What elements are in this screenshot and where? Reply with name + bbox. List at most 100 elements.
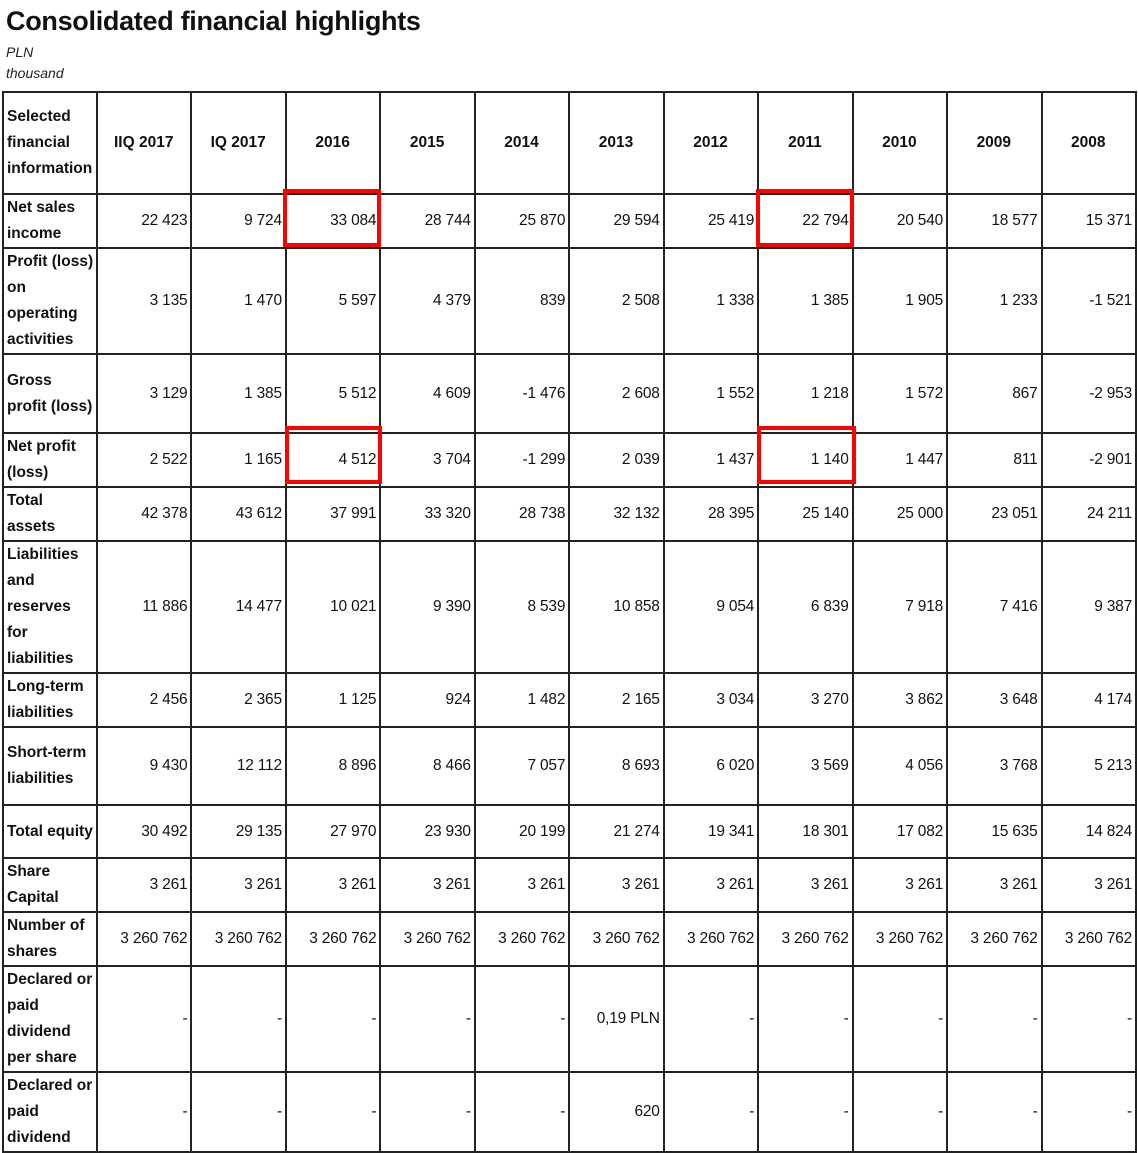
- table-cell: 811: [946, 432, 1043, 488]
- table-cell: -: [190, 1071, 287, 1153]
- table-cell: 3 261: [1040, 857, 1138, 913]
- table-cell: -: [1040, 965, 1138, 1073]
- table-cell: -2 901: [1040, 432, 1138, 488]
- table-cell: 19 341: [662, 804, 760, 859]
- table-header-row: Selected financial information IIQ 2017 I…: [2, 91, 1138, 195]
- table-cell: 0,19 PLN: [568, 965, 665, 1073]
- column-header: 2009: [946, 91, 1043, 195]
- table-cell: 30 492: [95, 804, 193, 859]
- table-cell: 2 365: [190, 672, 287, 728]
- table-cell: 3 569: [757, 726, 854, 806]
- table-row: Short-term liabilities 9 430 12 112 8 896 8 …: [2, 726, 1138, 806]
- table-cell: 4 512: [284, 432, 382, 488]
- table-cell: 12 112: [190, 726, 287, 806]
- table-cell: -: [284, 965, 382, 1073]
- table-cell: 3 260 762: [946, 911, 1043, 967]
- table-cell: 3 261: [190, 857, 287, 913]
- table-cell: 9 390: [379, 540, 476, 674]
- table-cell: 8 466: [379, 726, 476, 806]
- table-cell: 3 260 762: [95, 911, 193, 967]
- table-cell: -1 476: [473, 353, 571, 434]
- table-row: Net sales income 22 423 9 724 33 084 28 744 2…: [2, 193, 1138, 249]
- table-row: Total assets 42 378 43 612 37 991 33 320 28 7…: [2, 486, 1138, 542]
- row-label: Share Capital: [2, 857, 98, 913]
- row-label: Declared or paid dividend per share: [2, 965, 98, 1073]
- table-cell: 22 794: [757, 193, 854, 249]
- table-cell: 3 260 762: [473, 911, 571, 967]
- table-cell: 3 260 762: [568, 911, 665, 967]
- table-cell: 33 320: [379, 486, 476, 542]
- table-cell: -: [851, 965, 949, 1073]
- table-cell: -: [95, 1071, 193, 1153]
- table-cell: -: [379, 965, 476, 1073]
- table-cell: 7 918: [851, 540, 949, 674]
- row-label: Long-term liabilities: [2, 672, 98, 728]
- table-cell: 3 260 762: [190, 911, 287, 967]
- financial-highlights-table: Selected financial information IIQ 2017 I…: [2, 91, 1138, 1153]
- table-cell: 9 430: [95, 726, 193, 806]
- table-cell: 3 261: [473, 857, 571, 913]
- table-cell: -: [851, 1071, 949, 1153]
- table-cell: -: [757, 1071, 854, 1153]
- table-cell: 7 416: [946, 540, 1043, 674]
- table-cell: -: [190, 965, 287, 1073]
- row-label: Total equity: [2, 804, 98, 859]
- table-cell: -2 953: [1040, 353, 1138, 434]
- table-cell: 10 858: [568, 540, 665, 674]
- table-cell: 43 612: [190, 486, 287, 542]
- table-cell: 3 261: [568, 857, 665, 913]
- table-row: Gross profit (loss) 3 129 1 385 5 512 4 609-…: [2, 353, 1138, 434]
- table-cell: -: [662, 1071, 760, 1153]
- table-cell: 21 274: [568, 804, 665, 859]
- table-cell: 6 839: [757, 540, 854, 674]
- table-cell: -: [1040, 1071, 1138, 1153]
- table-cell: 1 218: [757, 353, 854, 434]
- column-header: 2010: [851, 91, 949, 195]
- table-cell: 25 140: [757, 486, 854, 542]
- table-cell: 7 057: [473, 726, 571, 806]
- table-row: Number of shares 3 260 762 3 260 762 3 260 …: [2, 911, 1138, 967]
- table-cell: -: [662, 965, 760, 1073]
- table-cell: 6 020: [662, 726, 760, 806]
- table-cell: 3 768: [946, 726, 1043, 806]
- table-cell: 620: [568, 1071, 665, 1153]
- table-cell: 3 648: [946, 672, 1043, 728]
- column-header: IQ 2017: [190, 91, 287, 195]
- unit-label-thousand: thousand: [6, 65, 64, 81]
- column-header: 2016: [284, 91, 382, 195]
- table-cell: 2 039: [568, 432, 665, 488]
- table-cell: 839: [473, 247, 571, 355]
- table-cell: 29 135: [190, 804, 287, 859]
- row-label: Gross profit (loss): [2, 353, 98, 434]
- column-header: 2013: [568, 91, 665, 195]
- table-cell: 23 930: [379, 804, 476, 859]
- table-cell: 28 395: [662, 486, 760, 542]
- column-header: IIQ 2017: [95, 91, 193, 195]
- row-label: Net profit (loss): [2, 432, 98, 488]
- table-cell: 1 125: [284, 672, 382, 728]
- table-cell: 15 635: [946, 804, 1043, 859]
- row-label: Net sales income: [2, 193, 98, 249]
- column-header: 2008: [1040, 91, 1138, 195]
- table-row: Declared or paid dividend per share - - - - -…: [2, 965, 1138, 1073]
- table-cell: 1 572: [851, 353, 949, 434]
- row-label: Profit (loss) on operating activities: [2, 247, 98, 355]
- table-cell: 3 261: [757, 857, 854, 913]
- table-cell: -: [757, 965, 854, 1073]
- table-cell: 4 379: [379, 247, 476, 355]
- table-cell: 37 991: [284, 486, 382, 542]
- table-cell: -: [946, 965, 1043, 1073]
- table-row: Profit (loss) on operating activities 3 1…: [2, 247, 1138, 355]
- table-cell: 4 609: [379, 353, 476, 434]
- table-cell: 29 594: [568, 193, 665, 249]
- table-cell: 1 437: [662, 432, 760, 488]
- unit-label: PLN: [6, 44, 34, 60]
- table-row: Net profit (loss) 2 522 1 165 4 512 3 704 -1 …: [2, 432, 1138, 488]
- table-cell: 3 260 762: [1040, 911, 1138, 967]
- table-cell: 1 385: [190, 353, 287, 434]
- table-cell: 1 470: [190, 247, 287, 355]
- table-cell: 11 886: [95, 540, 193, 674]
- table-cell: 4 056: [851, 726, 949, 806]
- table-cell: 3 261: [662, 857, 760, 913]
- table-cell: -: [95, 965, 193, 1073]
